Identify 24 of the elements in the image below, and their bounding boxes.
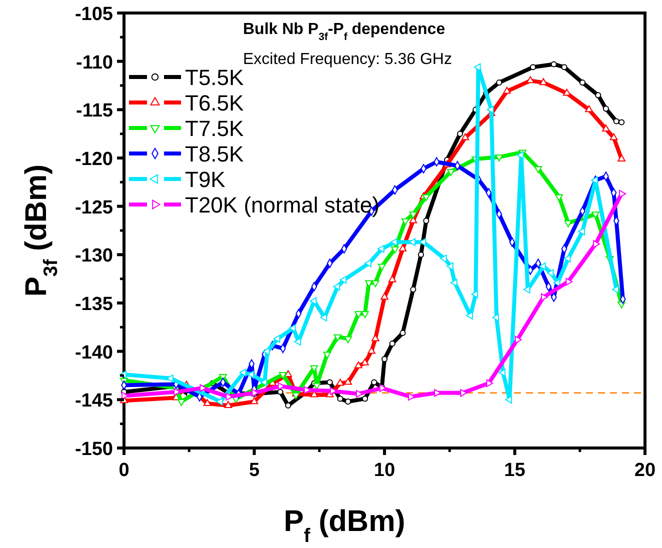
- y-tick-label: -120: [74, 149, 113, 170]
- x-tick-label: 0: [118, 460, 130, 481]
- text: Excited Frequency: 5.36 GHz: [243, 51, 452, 68]
- legend-label: T6.5K: [185, 90, 244, 116]
- x-tick-label: 15: [504, 460, 526, 481]
- x-tick-label: 20: [634, 460, 656, 481]
- y-tick-label: -105: [74, 4, 114, 25]
- y-tick-label: -115: [76, 100, 114, 122]
- text: Bulk Nb P$_{3f}$-P$_{f}$ dependence: [243, 21, 446, 42]
- y-tick-label: -145: [74, 390, 114, 412]
- legend-label: T9K: [185, 167, 226, 192]
- legend-label: T20K (normal state): [185, 192, 380, 218]
- legend-label: T7.5K: [185, 116, 244, 141]
- x-axis-title: P$_{f}$ (dBm): [284, 505, 406, 547]
- legend-label: T5.5K: [185, 65, 244, 90]
- x-tick-label: 5: [248, 460, 260, 481]
- x-tick-label: 10: [374, 460, 396, 481]
- y-tick-label: -150: [74, 439, 113, 460]
- legend-label: T8.5K: [185, 142, 244, 166]
- y-tick-label: -140: [74, 342, 113, 364]
- y-tick-label: -135: [74, 294, 114, 315]
- y-tick-label: -125: [74, 197, 114, 218]
- y-tick-label: -130: [74, 246, 113, 267]
- y-tick-label: -110: [76, 52, 113, 74]
